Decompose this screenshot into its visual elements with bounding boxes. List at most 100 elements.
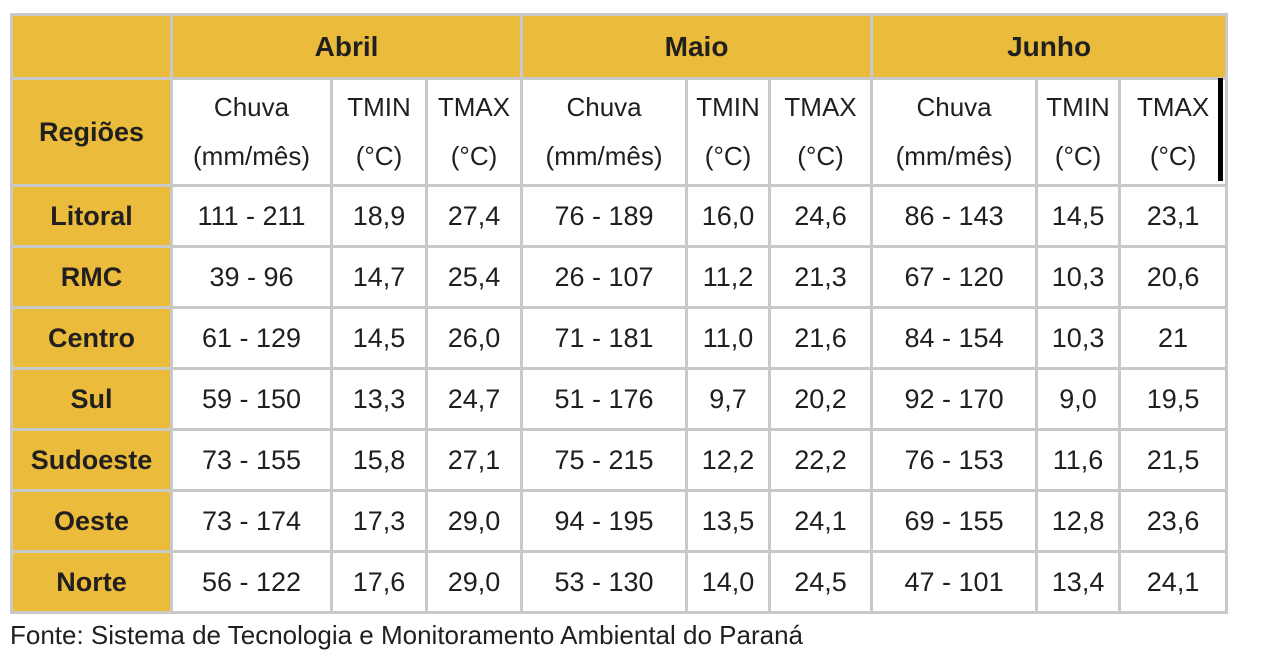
data-cell[interactable]: 25,4 — [424, 245, 524, 309]
data-cell[interactable]: 12,2 — [685, 428, 772, 492]
data-cell[interactable]: 76 - 153 — [870, 428, 1039, 492]
table-row-litoral: Litoral 111 - 211 18,9 27,4 76 - 189 16,… — [10, 184, 1229, 248]
data-cell[interactable]: 47 - 101 — [870, 550, 1039, 614]
col-header-junho-chuva[interactable]: Chuva (mm/mês) — [870, 77, 1039, 187]
data-cell[interactable]: 10,3 — [1035, 245, 1122, 309]
data-cell[interactable]: 11,6 — [1035, 428, 1122, 492]
col-header-abril-tmin[interactable]: TMIN (°C) — [330, 77, 428, 187]
data-cell[interactable]: 13,4 — [1035, 550, 1122, 614]
regioes-header-cell[interactable]: Regiões — [10, 77, 173, 187]
data-cell[interactable]: 73 - 155 — [170, 428, 333, 492]
region-cell[interactable]: Centro — [10, 306, 173, 370]
data-cell[interactable]: 9,0 — [1035, 367, 1122, 431]
data-cell[interactable]: 39 - 96 — [170, 245, 333, 309]
data-cell[interactable]: 14,7 — [330, 245, 428, 309]
corner-cell[interactable] — [10, 13, 173, 80]
data-cell[interactable]: 14,5 — [1035, 184, 1122, 248]
month-header-junho[interactable]: Junho — [870, 13, 1229, 80]
header-line1: TMAX — [437, 92, 511, 122]
data-cell[interactable]: 17,6 — [330, 550, 428, 614]
data-cell[interactable]: 11,0 — [685, 306, 772, 370]
data-cell[interactable]: 10,3 — [1035, 306, 1122, 370]
header-line2: (°C) — [1054, 141, 1102, 171]
header-line2: (mm/mês) — [895, 141, 1013, 171]
data-cell[interactable]: 21,6 — [768, 306, 874, 370]
data-cell[interactable]: 14,5 — [330, 306, 428, 370]
data-cell[interactable]: 56 - 122 — [170, 550, 333, 614]
region-cell[interactable]: Sul — [10, 367, 173, 431]
data-cell[interactable]: 67 - 120 — [870, 245, 1039, 309]
data-cell[interactable]: 9,7 — [685, 367, 772, 431]
source-caption[interactable]: Fonte: Sistema de Tecnologia e Monitoram… — [10, 620, 803, 650]
region-cell[interactable]: RMC — [10, 245, 173, 309]
data-cell[interactable]: 15,8 — [330, 428, 428, 492]
data-cell[interactable]: 19,5 — [1118, 367, 1229, 431]
data-cell[interactable]: 27,4 — [424, 184, 524, 248]
header-line1: Chuva — [916, 92, 992, 122]
header-line1: TMIN — [1046, 92, 1110, 122]
col-header-abril-chuva[interactable]: Chuva (mm/mês) — [170, 77, 333, 187]
col-header-maio-tmin[interactable]: TMIN (°C) — [685, 77, 772, 187]
region-cell[interactable]: Oeste — [10, 489, 173, 553]
data-cell[interactable]: 24,1 — [1118, 550, 1229, 614]
header-line2: (°C) — [704, 141, 752, 171]
col-header-junho-tmax[interactable]: TMAX (°C) — [1118, 77, 1229, 187]
data-cell[interactable]: 71 - 181 — [520, 306, 689, 370]
data-cell[interactable]: 16,0 — [685, 184, 772, 248]
data-cell[interactable]: 24,6 — [768, 184, 874, 248]
header-line2: (°C) — [355, 141, 403, 171]
data-cell[interactable]: 18,9 — [330, 184, 428, 248]
data-cell[interactable]: 86 - 143 — [870, 184, 1039, 248]
data-cell[interactable]: 92 - 170 — [870, 367, 1039, 431]
col-header-maio-chuva[interactable]: Chuva (mm/mês) — [520, 77, 689, 187]
header-line1: TMIN — [696, 92, 760, 122]
data-cell[interactable]: 29,0 — [424, 489, 524, 553]
header-line1: Chuva — [566, 92, 642, 122]
region-cell[interactable]: Norte — [10, 550, 173, 614]
data-cell[interactable]: 23,1 — [1118, 184, 1229, 248]
data-cell[interactable]: 13,5 — [685, 489, 772, 553]
data-cell[interactable]: 26 - 107 — [520, 245, 689, 309]
data-cell[interactable]: 73 - 174 — [170, 489, 333, 553]
data-cell[interactable]: 24,1 — [768, 489, 874, 553]
data-cell[interactable]: 17,3 — [330, 489, 428, 553]
data-cell[interactable]: 11,2 — [685, 245, 772, 309]
col-header-maio-tmax[interactable]: TMAX (°C) — [768, 77, 874, 187]
month-header-abril[interactable]: Abril — [169, 13, 524, 80]
data-cell[interactable]: 26,0 — [424, 306, 524, 370]
data-cell[interactable]: 75 - 215 — [520, 428, 689, 492]
header-line2: (°C) — [797, 141, 844, 171]
col-header-junho-tmin[interactable]: TMIN (°C) — [1035, 77, 1122, 187]
data-cell[interactable]: 61 - 129 — [170, 306, 333, 370]
data-cell[interactable]: 23,6 — [1118, 489, 1229, 553]
data-cell[interactable]: 13,3 — [330, 367, 428, 431]
col-header-abril-tmax[interactable]: TMAX (°C) — [424, 77, 524, 187]
data-cell[interactable]: 27,1 — [424, 428, 524, 492]
data-cell[interactable]: 24,5 — [768, 550, 874, 614]
data-cell[interactable]: 51 - 176 — [520, 367, 689, 431]
data-cell[interactable]: 20,6 — [1118, 245, 1229, 309]
data-cell[interactable]: 21,3 — [768, 245, 874, 309]
data-cell[interactable]: 69 - 155 — [870, 489, 1039, 553]
header-line2: (°C) — [450, 141, 498, 171]
data-cell[interactable]: 14,0 — [685, 550, 772, 614]
region-cell[interactable]: Sudoeste — [10, 428, 173, 492]
month-header-maio[interactable]: Maio — [520, 13, 874, 80]
data-cell[interactable]: 59 - 150 — [170, 367, 333, 431]
data-cell[interactable]: 53 - 130 — [520, 550, 689, 614]
table-row-sul: Sul 59 - 150 13,3 24,7 51 - 176 9,7 20,2… — [10, 367, 1229, 431]
data-cell[interactable]: 111 - 211 — [170, 184, 333, 248]
data-cell[interactable]: 29,0 — [424, 550, 524, 614]
data-cell[interactable]: 12,8 — [1035, 489, 1122, 553]
text-cursor — [1218, 78, 1223, 181]
data-cell[interactable]: 22,2 — [768, 428, 874, 492]
data-cell[interactable]: 21 — [1118, 306, 1229, 370]
data-cell[interactable]: 94 - 195 — [520, 489, 689, 553]
data-cell[interactable]: 24,7 — [424, 367, 524, 431]
header-line2: (mm/mês) — [545, 141, 663, 171]
region-cell[interactable]: Litoral — [10, 184, 173, 248]
data-cell[interactable]: 21,5 — [1118, 428, 1229, 492]
data-cell[interactable]: 20,2 — [768, 367, 874, 431]
data-cell[interactable]: 84 - 154 — [870, 306, 1039, 370]
data-cell[interactable]: 76 - 189 — [520, 184, 689, 248]
